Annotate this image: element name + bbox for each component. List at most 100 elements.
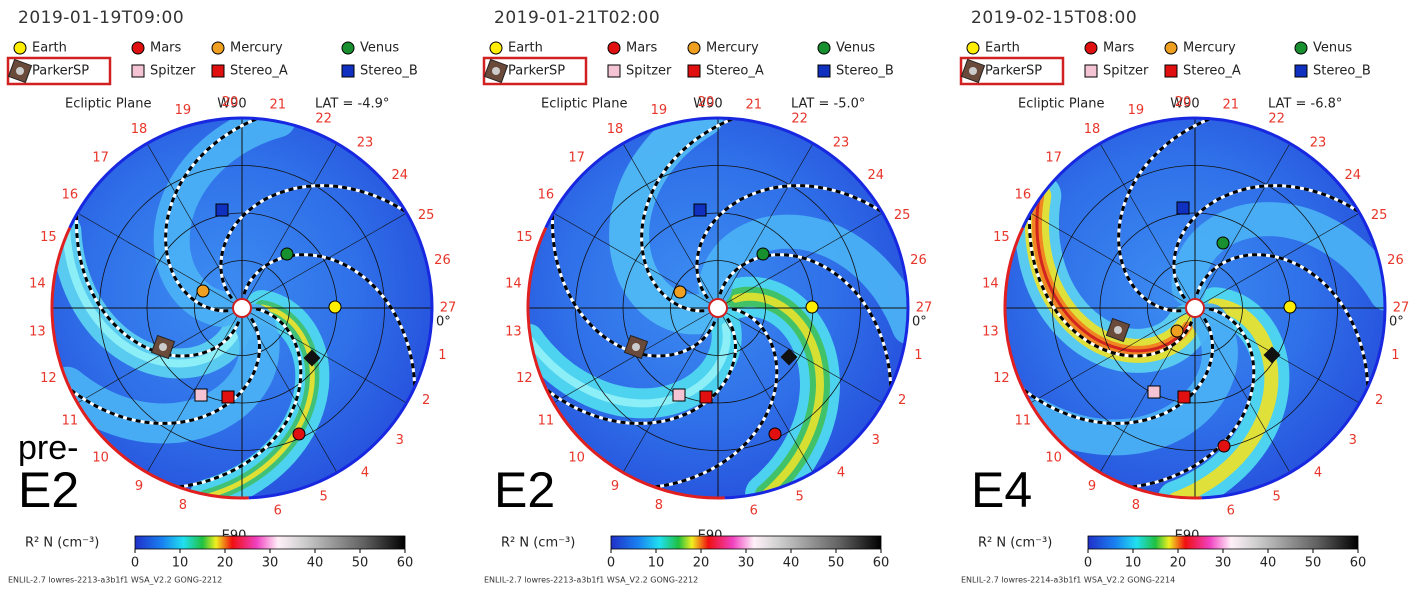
sector-label: 15 xyxy=(40,230,57,245)
body-marker xyxy=(632,343,640,351)
sector-label: 24 xyxy=(868,168,885,183)
body-marker xyxy=(221,390,235,404)
sector-label: 19 xyxy=(1128,103,1145,118)
legend-marker xyxy=(607,64,621,78)
density-band xyxy=(609,118,724,335)
field-line xyxy=(242,253,417,397)
lat-label: LAT = -6.8° xyxy=(1268,97,1342,112)
rim xyxy=(1021,116,1387,500)
sector-label: 24 xyxy=(1345,168,1362,183)
field-line xyxy=(62,317,262,425)
grid-spoke xyxy=(622,143,719,309)
legend-label: Venus xyxy=(360,41,399,56)
rim xyxy=(1003,227,1202,500)
legend-label: Venus xyxy=(836,41,875,56)
body-marker xyxy=(292,427,306,441)
field-line xyxy=(718,253,893,397)
legend-label: Spitzer xyxy=(150,64,196,79)
sector-label: 22 xyxy=(1268,111,1285,126)
sector-label: 3 xyxy=(1349,433,1357,448)
colorbar-tick-label: 0 xyxy=(1084,556,1092,571)
w90-label: W90 xyxy=(217,97,246,112)
field-line xyxy=(1117,118,1220,313)
body-marker xyxy=(1170,324,1184,338)
sector-label: 14 xyxy=(982,277,999,292)
legend-marker xyxy=(607,41,621,55)
grid-spoke xyxy=(717,307,883,404)
density-band xyxy=(62,226,243,368)
plane-label: Ecliptic Plane xyxy=(1018,97,1104,112)
density-band xyxy=(203,304,315,498)
sector-label: 11 xyxy=(538,414,555,429)
legend-label: ParkerSP xyxy=(508,64,565,79)
sector-label: 5 xyxy=(795,490,803,505)
legend-marker xyxy=(1164,41,1178,55)
sector-label: 22 xyxy=(791,111,808,126)
sector-label: 10 xyxy=(568,450,585,465)
colorbar xyxy=(134,535,406,550)
run-footer: ENLIL-2.7 lowres-2213-a3b1f1 WSA_V2.2 GO… xyxy=(484,576,698,585)
panel: 2019-01-21T02:00 Earth Mars Mercury Venus Par… xyxy=(482,8,932,585)
legend-label: Venus xyxy=(1313,41,1352,56)
sector-label: 17 xyxy=(1045,151,1062,166)
field-line xyxy=(169,307,303,490)
legend-label: Earth xyxy=(508,41,543,56)
sector-label: 25 xyxy=(894,208,911,223)
sector-label: 2 xyxy=(422,393,430,408)
run-footer: ENLIL-2.7 lowres-2214-a3b1f1 WSA_V2.2 GO… xyxy=(961,576,1175,585)
body-marker xyxy=(768,427,782,441)
colorbar-tick-label: 10 xyxy=(172,556,189,571)
sector-label: 18 xyxy=(131,122,148,137)
field-line xyxy=(550,205,717,358)
panel: 2019-02-15T08:00 Earth Mars Mercury Venus Par… xyxy=(959,8,1409,585)
colorbar-tick-label: 40 xyxy=(1260,556,1277,571)
rim xyxy=(544,116,910,500)
colorbar-tick-label: 50 xyxy=(352,556,369,571)
legend-marker xyxy=(687,64,701,78)
colorbar-tick-label: 10 xyxy=(1125,556,1142,571)
legend-marker xyxy=(1084,64,1098,78)
sector-label: 23 xyxy=(1310,135,1327,150)
colorbar-tick-label: 0 xyxy=(607,556,615,571)
colorbar-tick-label: 60 xyxy=(397,556,414,571)
legend-marker xyxy=(131,64,145,78)
legend-marker xyxy=(492,67,500,75)
plane-label: Ecliptic Plane xyxy=(541,97,627,112)
density-band xyxy=(1171,202,1385,311)
grid-spoke xyxy=(622,307,719,473)
sector-label: 26 xyxy=(1387,253,1404,268)
field-line xyxy=(164,118,267,313)
zero-label: 0° xyxy=(436,315,451,330)
zero-label: 0° xyxy=(912,315,927,330)
legend-label: Mars xyxy=(626,41,658,56)
panel: 2019-01-19T09:00 Earth Mars Mercury Venus Par… xyxy=(6,8,456,585)
sector-label: 3 xyxy=(872,433,880,448)
sector-label: 15 xyxy=(516,230,533,245)
sector-label: 6 xyxy=(274,503,282,518)
sector-label: 23 xyxy=(833,135,850,150)
event-tag: pre- xyxy=(18,429,78,467)
colorbar xyxy=(610,535,882,550)
density-band xyxy=(731,292,825,498)
lat-label: LAT = -4.9° xyxy=(315,97,389,112)
field-line xyxy=(640,118,743,313)
colorbar-tick-label: 0 xyxy=(131,556,139,571)
field-line xyxy=(1015,317,1215,425)
legend-marker xyxy=(1164,64,1178,78)
legend-marker xyxy=(131,41,145,55)
lat-label: LAT = -5.0° xyxy=(791,97,865,112)
sector-label: 13 xyxy=(29,324,46,339)
sector-label: 5 xyxy=(1272,490,1280,505)
sector-label: 15 xyxy=(993,230,1010,245)
legend-highlight xyxy=(482,56,588,86)
density-band xyxy=(528,322,731,408)
sector-label: 8 xyxy=(655,498,663,513)
legend-label: Mercury xyxy=(706,41,759,56)
colorbar-tick-label: 20 xyxy=(693,556,710,571)
body-marker xyxy=(215,203,229,217)
field-line xyxy=(74,205,241,358)
sun xyxy=(1185,298,1205,318)
colorbar xyxy=(1087,535,1359,550)
legend-label: Stereo_B xyxy=(1313,64,1371,79)
density-band xyxy=(1168,298,1279,498)
